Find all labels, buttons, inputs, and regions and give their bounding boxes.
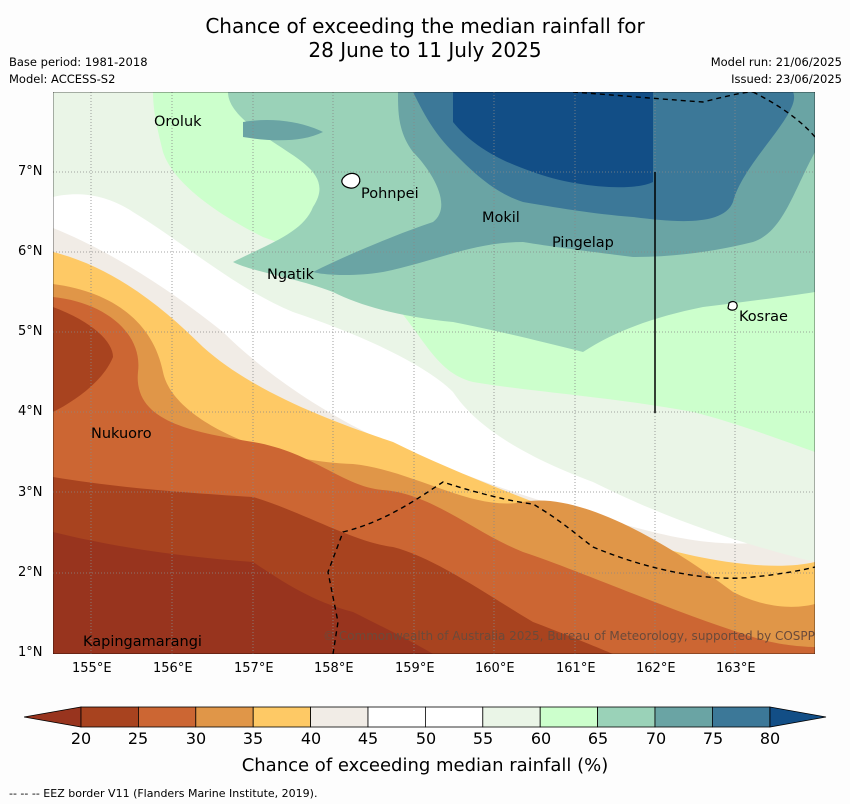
lon-tick: 159°E [395,661,435,676]
model-run-text: Model run: 21/06/2025 [710,55,842,69]
colorbar-tick: 55 [472,729,494,748]
lon-tick: 155°E [72,661,112,676]
colorbar-tick: 35 [242,729,264,748]
colorbar [24,706,827,728]
place-label: Mokil [482,210,520,226]
colorbar-tick: 25 [127,729,149,748]
colorbar-cell [539,706,599,728]
lon-tick: 156°E [153,661,193,676]
colorbar-over-arrow [769,706,827,728]
place-label: Kapingamarangi [83,634,202,650]
lat-tick: 1°N [18,645,43,660]
kosrae-island [727,301,738,311]
colorbar-cell [138,706,197,728]
copyright-text: © Commonwealth of Australia 2025, Bureau… [323,629,815,643]
colorbar-tick: 65 [587,729,609,748]
map-title-line2: 28 June to 11 July 2025 [308,38,542,62]
colorbar-cell [310,706,369,728]
place-label: Oroluk [154,114,202,130]
band-70-75-west [243,120,323,141]
map-title-line1: Chance of exceeding the median rainfall … [205,14,645,38]
map-gridlines [53,92,815,654]
pohnpei-island [341,172,361,189]
colorbar-cell [80,706,139,728]
colorbar-cell [367,706,426,728]
colorbar-tick: 30 [185,729,207,748]
lon-tick: 163°E [716,661,756,676]
lon-tick: 158°E [314,661,354,676]
lat-tick: 2°N [18,565,43,580]
lat-tick: 4°N [18,404,43,419]
lat-tick: 6°N [18,244,43,259]
colorbar-tick: 80 [759,729,781,748]
lon-tick: 160°E [475,661,515,676]
colorbar-tick: 75 [702,729,724,748]
eez-borders [327,92,815,654]
place-label: Nukuoro [91,426,152,442]
model-text: Model: ACCESS-S2 [9,72,116,86]
colorbar-cells [80,706,771,728]
colorbar-tick: 60 [530,729,552,748]
colorbar-tick: 40 [300,729,322,748]
colorbar-cell [195,706,254,728]
colorbar-tick: 50 [415,729,437,748]
colorbar-cell [424,706,484,728]
band-under-20 [53,307,113,412]
lat-tick: 3°N [18,485,43,500]
base-period-text: Base period: 1981-2018 [9,55,148,69]
colorbar-cell [482,706,541,728]
colorbar-cell [654,706,713,728]
lon-tick: 161°E [556,661,596,676]
issued-text: Issued: 23/06/2025 [731,72,842,86]
place-label: Kosrae [739,309,788,325]
colorbar-under-arrow [24,706,82,728]
colorbar-tick: 70 [645,729,667,748]
lon-tick: 157°E [234,661,274,676]
colorbar-cell [597,706,656,728]
colorbar-tick: 20 [70,729,92,748]
place-label: Pingelap [552,235,614,251]
lat-tick: 5°N [18,324,43,339]
colorbar-cell [712,706,771,728]
eez-footnote: -- -- -- EEZ border V11 (Flanders Marine… [9,787,318,800]
rainfall-probability-map: Oroluk Pohnpei Mokil Pingelap Ngatik Kos… [53,92,815,654]
lat-tick: 7°N [18,164,43,179]
colorbar-cell [252,706,311,728]
band-over-80 [453,92,653,188]
place-label: Pohnpei [361,186,419,202]
place-label: Ngatik [267,267,315,283]
lon-tick: 162°E [636,661,676,676]
colorbar-label: Chance of exceeding median rainfall (%) [241,755,609,776]
colorbar-tick: 45 [357,729,379,748]
